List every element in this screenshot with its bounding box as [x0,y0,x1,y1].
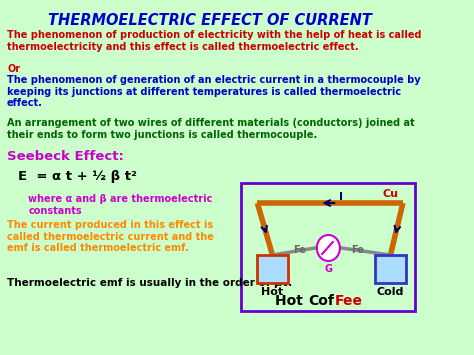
Text: where α and β are thermoelectric
constants: where α and β are thermoelectric constan… [28,194,213,215]
Text: Hot: Hot [261,287,283,297]
Text: The phenomenon of generation of an electric current in a thermocouple by
keeping: The phenomenon of generation of an elect… [7,75,421,108]
Text: Seebeck Effect:: Seebeck Effect: [7,150,124,163]
FancyBboxPatch shape [241,183,415,311]
Text: The current produced in this effect is
called thermoelectric current and the
emf: The current produced in this effect is c… [7,220,214,253]
Text: Thermoelectric emf is usually in the order of μV.: Thermoelectric emf is usually in the ord… [7,278,292,288]
Text: An arrangement of two wires of different materials (conductors) joined at
their : An arrangement of two wires of different… [7,118,415,140]
Text: Cold: Cold [377,287,404,297]
Text: The phenomenon of production of electricity with the help of heat is called
ther: The phenomenon of production of electric… [7,30,421,51]
FancyBboxPatch shape [257,255,288,283]
Text: THERMOELECTRIC EFFECT OF CURRENT: THERMOELECTRIC EFFECT OF CURRENT [48,13,372,28]
Text: I: I [339,192,343,202]
Text: E  = α t + ½ β t²: E = α t + ½ β t² [18,170,137,183]
Text: Hot: Hot [275,294,308,308]
Text: Cu: Cu [383,189,399,199]
Text: Fee: Fee [335,294,363,308]
Text: Fe: Fe [292,245,306,255]
Text: Or: Or [7,64,20,74]
Text: Cof: Cof [308,294,334,308]
Circle shape [317,235,340,261]
Text: Fe: Fe [351,245,364,255]
FancyBboxPatch shape [375,255,406,283]
Text: G: G [324,264,332,274]
